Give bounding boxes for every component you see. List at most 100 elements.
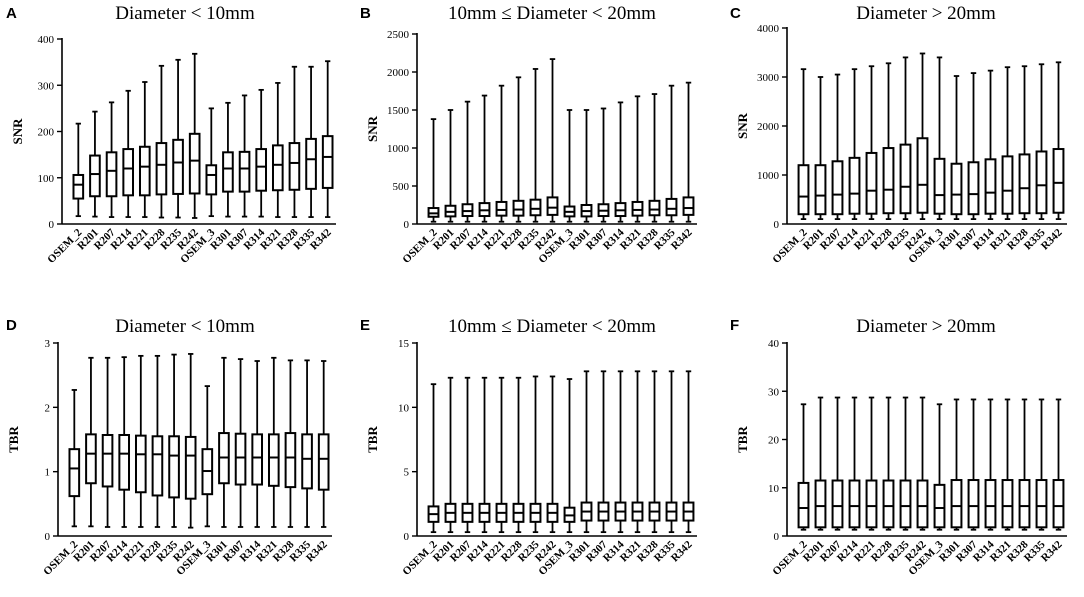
box-r342 [1052,61,1065,221]
box-iqr [882,147,895,215]
box-r242 [916,52,929,221]
box-r221 [865,65,878,221]
box-iqr [865,479,878,529]
y-tick-label: 300 [38,80,55,92]
box-r321 [631,370,644,534]
box-iqr [797,164,810,216]
box-iqr [271,144,284,192]
y-tick-label: 2000 [757,121,780,133]
box-iqr [831,479,844,529]
box-r314 [614,370,627,534]
box-iqr [682,196,695,216]
box-r335 [301,359,313,528]
box-iqr [134,434,147,494]
box-r235 [899,56,912,221]
y-tick-label: 2500 [387,29,410,41]
box-r228 [512,376,525,534]
box-r328 [1018,65,1031,221]
box-r242 [546,58,559,223]
box-r301 [222,101,234,218]
box-iqr [814,479,827,529]
box-iqr [105,151,118,198]
box-r321 [1001,398,1014,531]
box-iqr [1018,153,1031,215]
box-iqr [188,132,201,195]
box-iqr [814,164,827,216]
box-r201 [89,110,101,218]
box-iqr [1001,479,1014,529]
box-r314 [251,360,264,528]
box-osem-3 [201,385,214,528]
box-iqr [238,150,251,193]
box-iqr [512,199,525,217]
box-iqr [797,481,810,529]
y-tick-label: 10 [768,483,780,495]
panel-d: D Diameter < 10mmTBR0123OSEM_2R201R207R21… [6,316,332,578]
box-r342 [1052,398,1065,531]
box-iqr [495,200,508,217]
box-iqr [933,157,946,215]
box-r221 [138,81,151,218]
box-r221 [134,354,147,528]
box-iqr [118,433,131,491]
box-r242 [188,52,201,219]
x-tick-label: R342 [669,538,695,564]
panel-title: 10mm ≤ Diameter < 20mm [448,316,656,337]
box-r321 [1001,66,1014,221]
y-tick-label: 40 [768,338,780,350]
box-r201 [444,109,457,223]
panel-letter: F [730,317,739,334]
panel-f: F Diameter > 20mmTBR010203040OSEM_2R201R2… [730,316,1067,578]
box-r221 [495,84,508,223]
y-tick-label: 10 [398,402,410,414]
box-r335 [1035,63,1048,221]
y-axis-label: SNR [365,115,380,142]
box-r328 [648,93,661,223]
y-tick-label: 0 [49,219,55,231]
box-r307 [597,370,610,534]
y-tick-label: 100 [38,173,55,185]
box-r342 [317,360,330,528]
box-iqr [184,435,197,500]
box-r328 [648,370,661,534]
y-tick-label: 0 [45,531,51,543]
box-iqr [984,158,997,215]
box-r301 [950,398,963,531]
box-iqr [255,148,268,192]
box-iqr [222,151,234,193]
box-r307 [967,398,980,531]
box-iqr [865,151,878,215]
box-iqr [234,432,247,486]
box-r328 [288,65,301,218]
box-osem-3 [205,107,218,218]
box-osem-3 [933,56,946,221]
box-iqr [882,479,895,529]
box-iqr [967,161,980,216]
box-iqr [899,143,912,215]
y-tick-label: 1500 [387,105,410,117]
box-osem-2 [68,389,81,528]
y-axis-label: TBR [365,426,380,453]
box-iqr [950,479,963,529]
box-r221 [865,396,878,531]
box-r214 [478,94,491,223]
y-tick-label: 20 [768,435,780,447]
x-tick-label: R342 [669,226,695,252]
box-r242 [184,353,197,529]
y-tick-label: 0 [774,219,780,231]
box-r307 [597,107,610,223]
y-tick-label: 500 [393,181,410,193]
box-r207 [101,356,114,528]
y-axis-label: TBR [735,426,750,453]
box-iqr [168,435,180,499]
box-r335 [665,370,678,534]
box-r342 [682,81,695,223]
box-iqr [529,198,542,217]
y-tick-label: 200 [38,127,55,139]
box-osem-3 [563,378,576,534]
box-iqr [85,433,97,485]
box-osem-2 [797,68,810,221]
box-r235 [529,68,542,223]
panel-title: Diameter > 20mm [856,316,996,337]
